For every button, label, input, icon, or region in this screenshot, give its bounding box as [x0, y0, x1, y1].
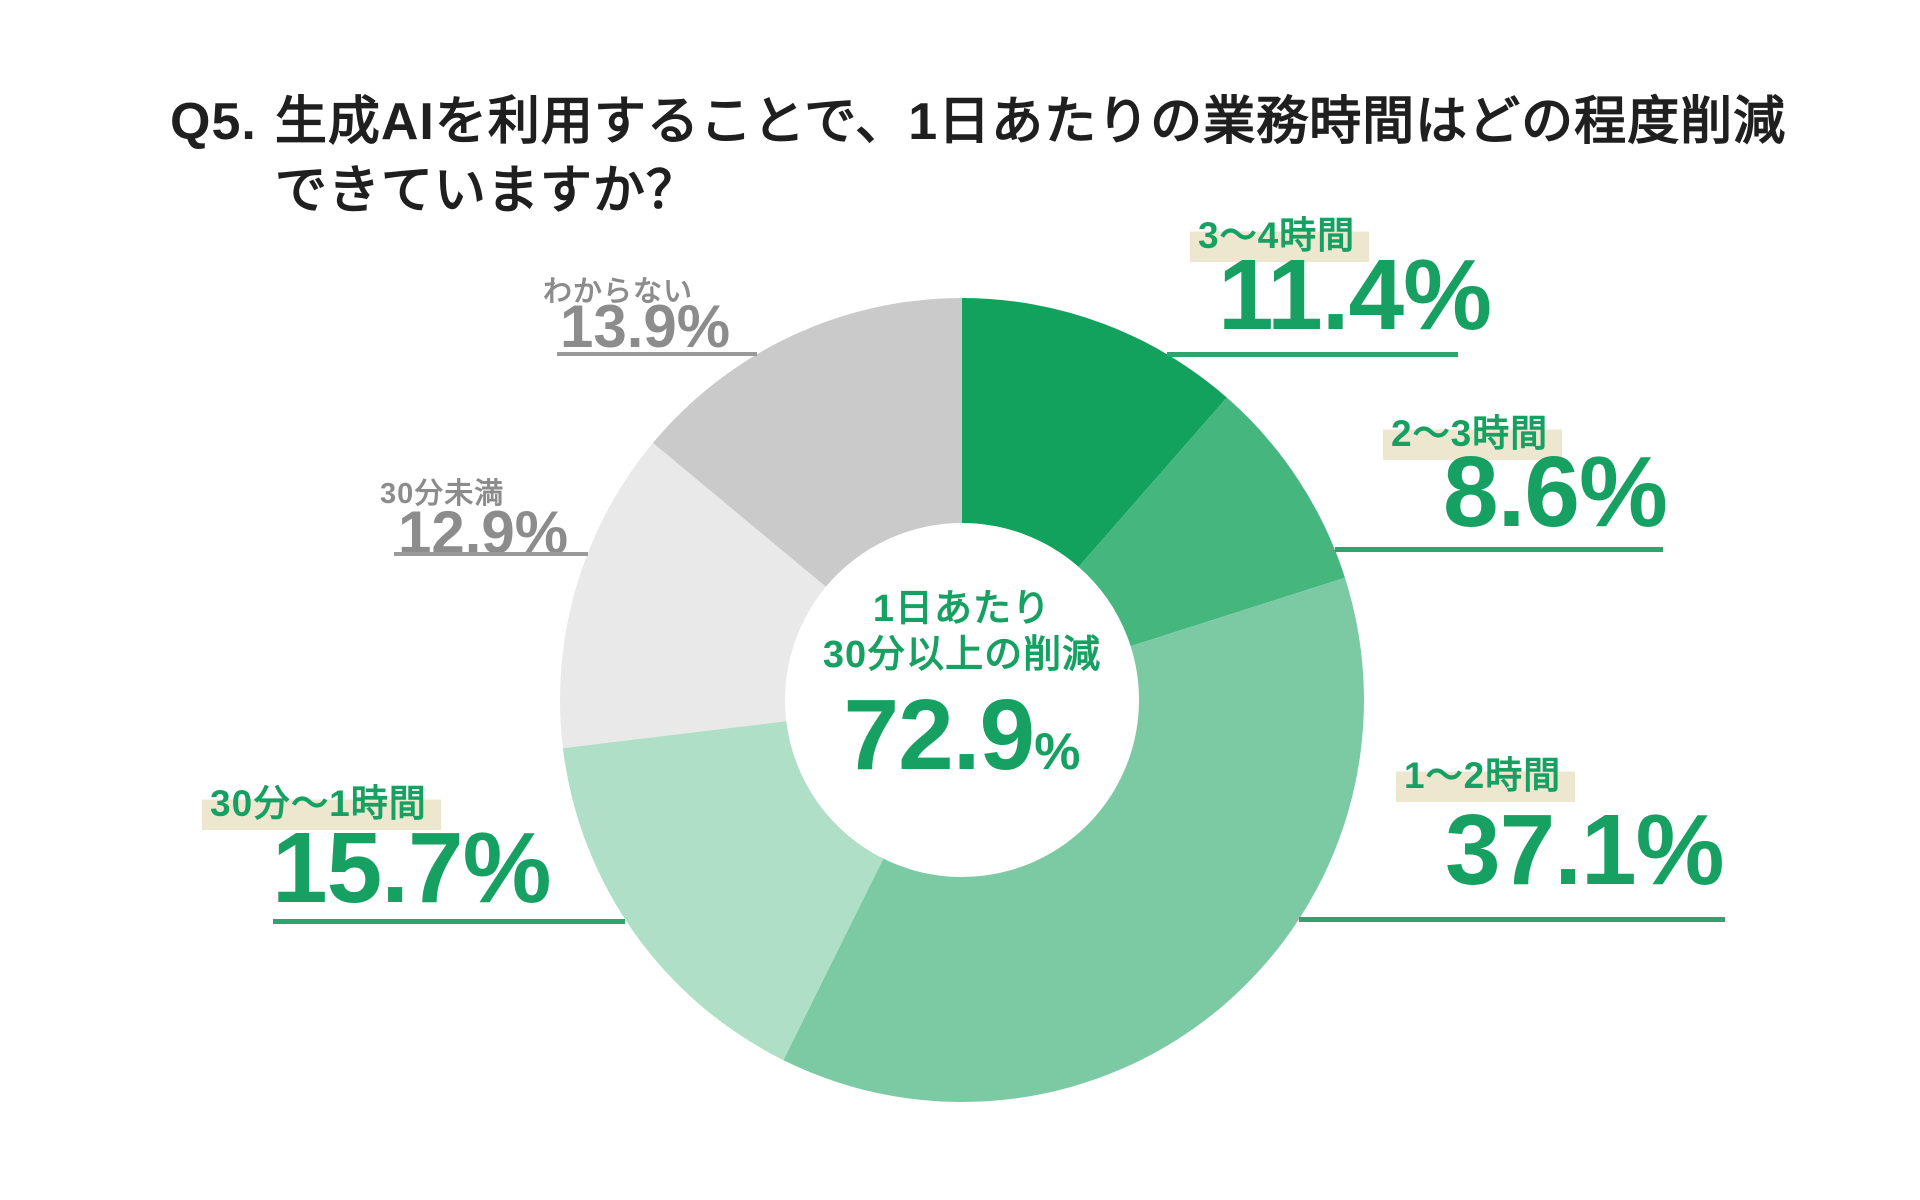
- donut-slice-3: [562, 721, 884, 1061]
- slice-value-3-4h: 11.4%: [1218, 239, 1492, 351]
- slice-label-dont-know: わからない: [543, 276, 694, 308]
- leader-line-2-3h: [1335, 547, 1663, 552]
- leader-line-30min-1h: [273, 919, 625, 924]
- question-text: 生成AIを利用することで、1日あたりの業務時間はどの程度削減 できていますか？: [275, 88, 1786, 225]
- center-value-unit: %: [1034, 722, 1081, 781]
- donut-chart: [552, 290, 1372, 1110]
- donut-slice-1: [1078, 397, 1345, 647]
- center-line1: 1日あたり: [872, 588, 1052, 630]
- question-text-line2: できていますか？: [274, 161, 699, 220]
- center-value: 72.9%: [712, 685, 1212, 785]
- question-text-line1: 生成AIを利用することで、1日あたりの業務時間はどの程度削減: [274, 93, 1787, 151]
- slice-label-under-30min: 30分未満: [380, 478, 505, 510]
- center-value-number: 72.9: [843, 678, 1036, 791]
- slice-value-30min-1h: 15.7%: [272, 812, 552, 924]
- chart-title: Q5. 生成AIを利用することで、1日あたりの業務時間はどの程度削減 できていま…: [170, 88, 1786, 225]
- donut-slice-5: [652, 298, 962, 587]
- slice-value-2-3h: 8.6%: [1443, 436, 1668, 548]
- question-number: Q5.: [170, 93, 257, 151]
- slice-value-1-2h: 37.1%: [1445, 794, 1725, 906]
- slice-label-2-3h: 2〜3時間: [1383, 413, 1563, 460]
- leader-line-dont-know: [557, 352, 757, 356]
- slice-label-3-4h: 3〜4時間: [1190, 215, 1370, 262]
- slice-value-dont-know: 13.9%: [560, 293, 731, 360]
- donut-slice-4: [559, 442, 826, 749]
- slice-label-30min-1h: 30分〜1時間: [202, 783, 441, 830]
- leader-line-1-2h: [1299, 917, 1725, 922]
- donut-slice-2: [783, 577, 1365, 1102]
- slice-label-1-2h: 1〜2時間: [1396, 755, 1576, 802]
- leader-line-under-30min: [394, 552, 588, 556]
- center-line2: 30分以上の削減: [822, 634, 1102, 677]
- donut-center-label: 1日あたり 30分以上の削減 72.9%: [712, 586, 1212, 785]
- donut-svg: [559, 298, 1365, 1102]
- leader-line-3-4h: [1167, 352, 1458, 357]
- donut-slice-0: [962, 298, 1227, 567]
